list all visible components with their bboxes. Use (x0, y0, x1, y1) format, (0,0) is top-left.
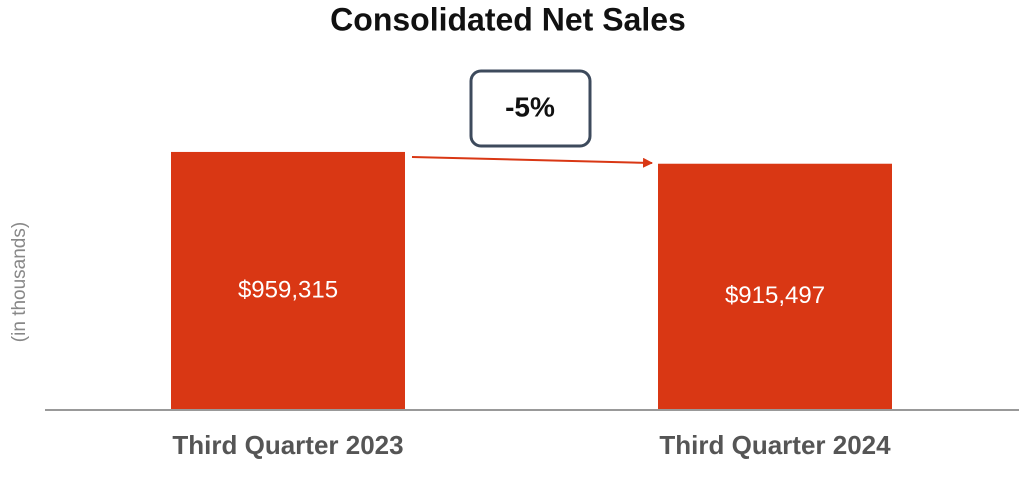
annotation: -5% (505, 91, 555, 122)
y-axis-label: (in thousands) (9, 222, 30, 342)
bar (658, 163, 892, 410)
change-arrow (411, 156, 653, 168)
x-tick-label: Third Quarter 2024 (659, 430, 891, 460)
annotation-box (469, 69, 592, 148)
bar (171, 151, 405, 410)
chart-title: Consolidated Net Sales (330, 1, 686, 37)
x-tick-label: Third Quarter 2023 (172, 430, 404, 460)
value-label: $959,315 (238, 276, 338, 303)
value-label: $915,497 (725, 282, 825, 309)
